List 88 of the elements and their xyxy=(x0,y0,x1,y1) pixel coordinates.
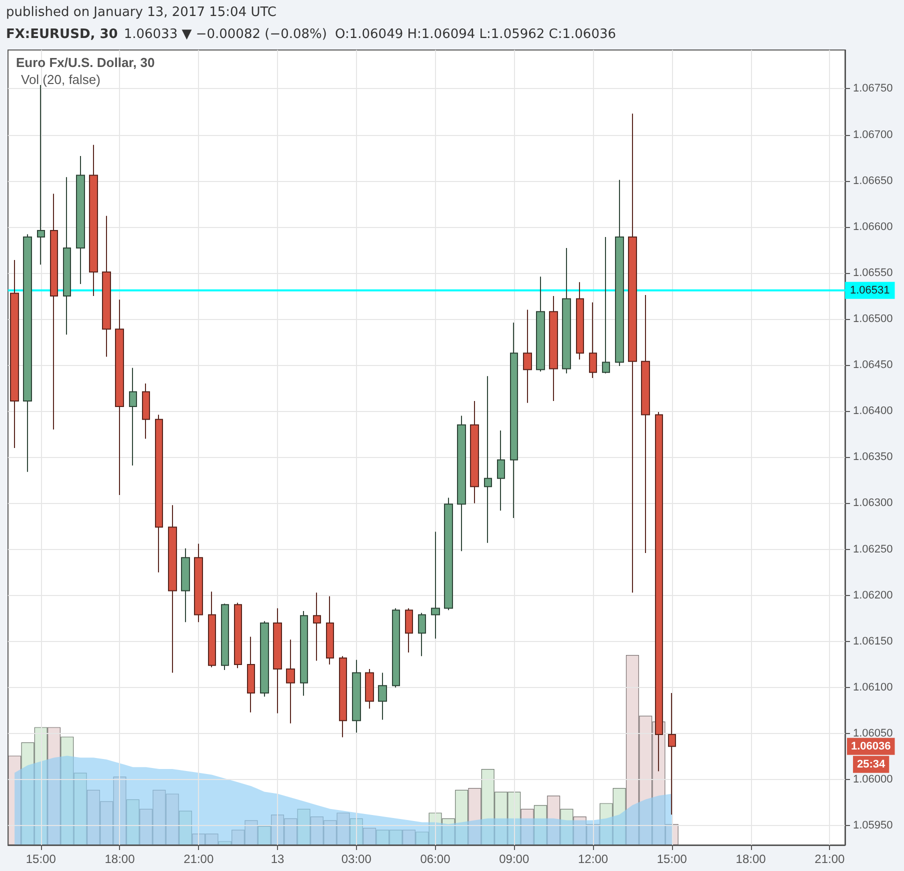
x-tick-label: 06:00 xyxy=(420,852,451,866)
candlestick xyxy=(129,367,137,466)
candlestick xyxy=(208,591,216,668)
y-tick-label: 1.06150 xyxy=(853,635,893,648)
text: 1.06033 ▼ −0.00082 (−0.08%) xyxy=(124,27,327,42)
candlestick xyxy=(392,608,400,688)
candlestick xyxy=(221,603,229,670)
x-tick-label: 12:00 xyxy=(578,852,608,866)
annotation: Euro Fx/U.S. Dollar, 30 xyxy=(16,55,155,70)
y-tick-label: 1.06200 xyxy=(853,589,893,602)
x-tick-label: 18:00 xyxy=(104,852,136,866)
y-tick-label: 1.06700 xyxy=(853,128,893,141)
chart-title: FX:EURUSD, 30 xyxy=(6,27,118,42)
candlestick xyxy=(668,692,676,816)
candlestick xyxy=(273,608,282,714)
candlestick xyxy=(615,179,624,366)
candlestick xyxy=(418,612,426,657)
candlestick xyxy=(76,155,85,284)
candlestick xyxy=(576,282,584,360)
candlestick xyxy=(628,113,637,594)
candlestick xyxy=(549,295,558,402)
candlestick xyxy=(168,504,177,674)
candlestick xyxy=(352,659,361,734)
text: 25:34 xyxy=(857,758,886,770)
candlestick xyxy=(523,309,532,404)
chart-subtitle: published on January 13, 2017 15:04 UTC xyxy=(6,4,278,22)
x-tick-label: 03:00 xyxy=(341,852,372,866)
candlestick xyxy=(444,497,453,611)
candlestick xyxy=(155,414,163,573)
text: 1.06036 xyxy=(851,740,891,752)
y-tick-label: 1.06000 xyxy=(853,774,893,786)
x-tick-label: 21:00 xyxy=(814,852,845,866)
candlestick xyxy=(286,639,295,724)
candlestick xyxy=(589,302,597,378)
y-tick-label: 1.06750 xyxy=(853,82,893,95)
x-tick-label: 15:00 xyxy=(656,852,688,866)
x-tick-label: 09:00 xyxy=(499,852,530,866)
candlestick xyxy=(142,382,150,440)
candlestick xyxy=(457,415,466,552)
candlestick xyxy=(339,656,347,738)
candlestick xyxy=(497,430,505,512)
y-tick-label: 1.06600 xyxy=(853,220,893,233)
y-tick-label: 1.06400 xyxy=(853,405,893,418)
candlestick xyxy=(260,620,269,698)
candlestick xyxy=(470,400,479,504)
candlestick xyxy=(510,322,518,518)
candlestick xyxy=(641,294,650,554)
candlestick xyxy=(10,260,19,448)
candlestick xyxy=(326,596,334,665)
candlestick xyxy=(234,602,242,669)
candlestick xyxy=(313,592,321,662)
candlestick xyxy=(63,176,71,336)
y-tick-label: 1.06550 xyxy=(853,266,893,279)
y-tick-label: 1.06500 xyxy=(853,312,893,325)
y-tick-label: 1.06050 xyxy=(853,728,893,740)
candlestick xyxy=(37,84,45,266)
ref-line-label: 1.06531 xyxy=(850,284,890,296)
y-tick-label: 1.06250 xyxy=(853,543,893,556)
chart-title: Vol (20, false) xyxy=(21,72,100,87)
x-tick-label: 15:00 xyxy=(26,852,56,866)
y-tick-label: 1.05950 xyxy=(853,820,893,832)
y-tick-label: 1.06100 xyxy=(853,681,893,694)
candlestick xyxy=(484,376,492,544)
text: O:1.06049 H:1.06094 L:1.05962 C:1.06036 xyxy=(334,27,616,42)
candlestick xyxy=(194,543,203,623)
candlestick xyxy=(247,636,255,713)
candlestick xyxy=(655,412,663,772)
candlestick xyxy=(181,548,190,623)
candlestick xyxy=(536,276,545,372)
y-tick-label: 1.06450 xyxy=(853,359,893,372)
y-tick-label: 1.06300 xyxy=(853,497,893,510)
candlestick xyxy=(89,144,98,296)
candlestick xyxy=(602,236,610,374)
x-tick-label: 21:00 xyxy=(184,852,214,866)
candlestick xyxy=(23,234,32,472)
candlestick xyxy=(115,299,124,496)
candlestick xyxy=(300,610,308,696)
candlestick xyxy=(405,608,413,653)
x-tick-label: 13 xyxy=(270,852,284,866)
x-tick-label: 18:00 xyxy=(736,852,766,866)
candlestick xyxy=(102,215,111,358)
candlestick xyxy=(50,193,58,430)
y-tick-label: 1.06650 xyxy=(853,174,893,187)
candlestick xyxy=(562,248,571,374)
y-tick-label: 1.06350 xyxy=(853,451,893,464)
candlestick xyxy=(431,531,440,640)
candlestick xyxy=(378,672,387,720)
candlestick xyxy=(365,668,374,710)
